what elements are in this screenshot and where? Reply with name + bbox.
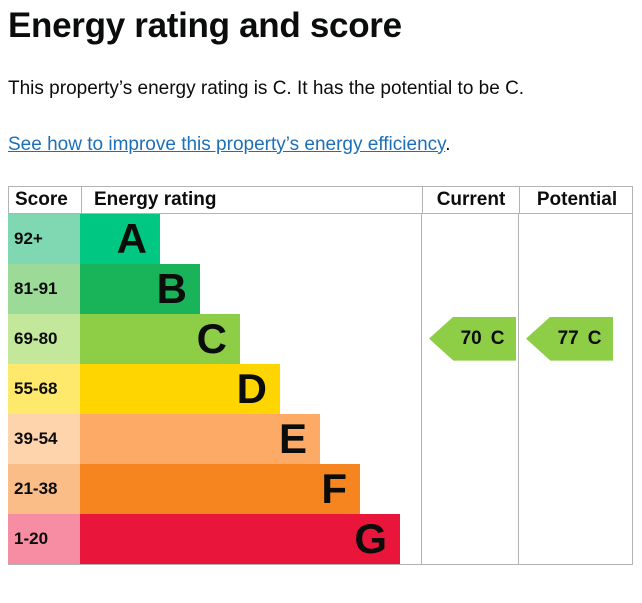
- current-cell: [421, 463, 518, 514]
- page-content: Energy rating and score This property’s …: [0, 6, 642, 565]
- band-row-c: 69-80 C 70 C 77 C: [8, 313, 632, 364]
- link-line: See how to improve this property’s energ…: [8, 133, 634, 158]
- current-cell: 70 C: [421, 313, 518, 364]
- score-cell: 69-80: [8, 313, 80, 364]
- current-cell: [421, 213, 518, 264]
- band-letter: F: [321, 464, 347, 512]
- potential-cell: [518, 213, 632, 264]
- improve-efficiency-link[interactable]: See how to improve this property’s energ…: [8, 133, 446, 155]
- rating-cell: C: [80, 313, 421, 364]
- rating-cell: E: [80, 413, 421, 464]
- band-row-g: 1-20 G: [8, 513, 632, 564]
- band-row-b: 81-91 B: [8, 263, 632, 314]
- band-row-e: 39-54 E: [8, 413, 632, 464]
- rating-cell: D: [80, 363, 421, 414]
- current-cell: [421, 413, 518, 464]
- score-cell: 81-91: [8, 263, 80, 314]
- page-title: Energy rating and score: [8, 6, 402, 45]
- current-cell: [421, 363, 518, 414]
- current-cell: [421, 263, 518, 314]
- score-cell: 55-68: [8, 363, 80, 414]
- header-energy-rating: Energy rating: [81, 186, 422, 213]
- rating-cell: A: [80, 213, 421, 264]
- band-letter: E: [278, 414, 307, 462]
- header-potential: Potential: [519, 186, 634, 213]
- rating-cell: F: [80, 463, 421, 514]
- band-letter: D: [236, 364, 267, 412]
- potential-arrow: 77 C: [526, 316, 613, 361]
- band-bar: G: [80, 513, 400, 564]
- summary-text: This property’s energy rating is C. It h…: [8, 78, 525, 100]
- band-letter: A: [116, 214, 147, 262]
- band-letter: G: [354, 514, 387, 562]
- score-cell: 21-38: [8, 463, 80, 514]
- band-letter: B: [156, 264, 187, 312]
- potential-cell: [518, 263, 632, 314]
- band-bar: C: [80, 313, 240, 364]
- band-letter: C: [196, 314, 227, 362]
- table-body: 92+ A 81-91 B: [8, 213, 633, 565]
- band-bar: B: [80, 263, 200, 314]
- potential-arrow-letter: C: [587, 327, 602, 349]
- band-row-a: 92+ A: [8, 213, 632, 264]
- score-cell: 1-20: [8, 513, 80, 564]
- score-cell: 39-54: [8, 413, 80, 464]
- band-bar: D: [80, 363, 280, 414]
- potential-cell: [518, 513, 632, 564]
- rating-cell: G: [80, 513, 421, 564]
- current-cell: [421, 513, 518, 564]
- score-cell: 92+: [8, 213, 80, 264]
- current-arrow-value: 70: [460, 327, 482, 349]
- potential-cell: 77 C: [518, 313, 632, 364]
- current-arrow-letter: C: [490, 327, 505, 349]
- rating-cell: B: [80, 263, 421, 314]
- potential-cell: [518, 413, 632, 464]
- header-current: Current: [422, 186, 519, 213]
- header-score: Score: [15, 188, 68, 210]
- band-row-f: 21-38 F: [8, 463, 632, 514]
- potential-cell: [518, 463, 632, 514]
- band-row-d: 55-68 D: [8, 363, 632, 414]
- energy-rating-table: Score Energy rating Current Potential 92…: [8, 185, 634, 565]
- potential-arrow-value: 77: [557, 327, 579, 349]
- link-period: .: [445, 133, 451, 155]
- band-bar: A: [80, 213, 160, 264]
- band-bar: E: [80, 413, 320, 464]
- band-bar: F: [80, 463, 360, 514]
- current-arrow: 70 C: [429, 316, 516, 361]
- table-header-row: Score Energy rating Current Potential: [8, 185, 634, 214]
- potential-cell: [518, 363, 632, 414]
